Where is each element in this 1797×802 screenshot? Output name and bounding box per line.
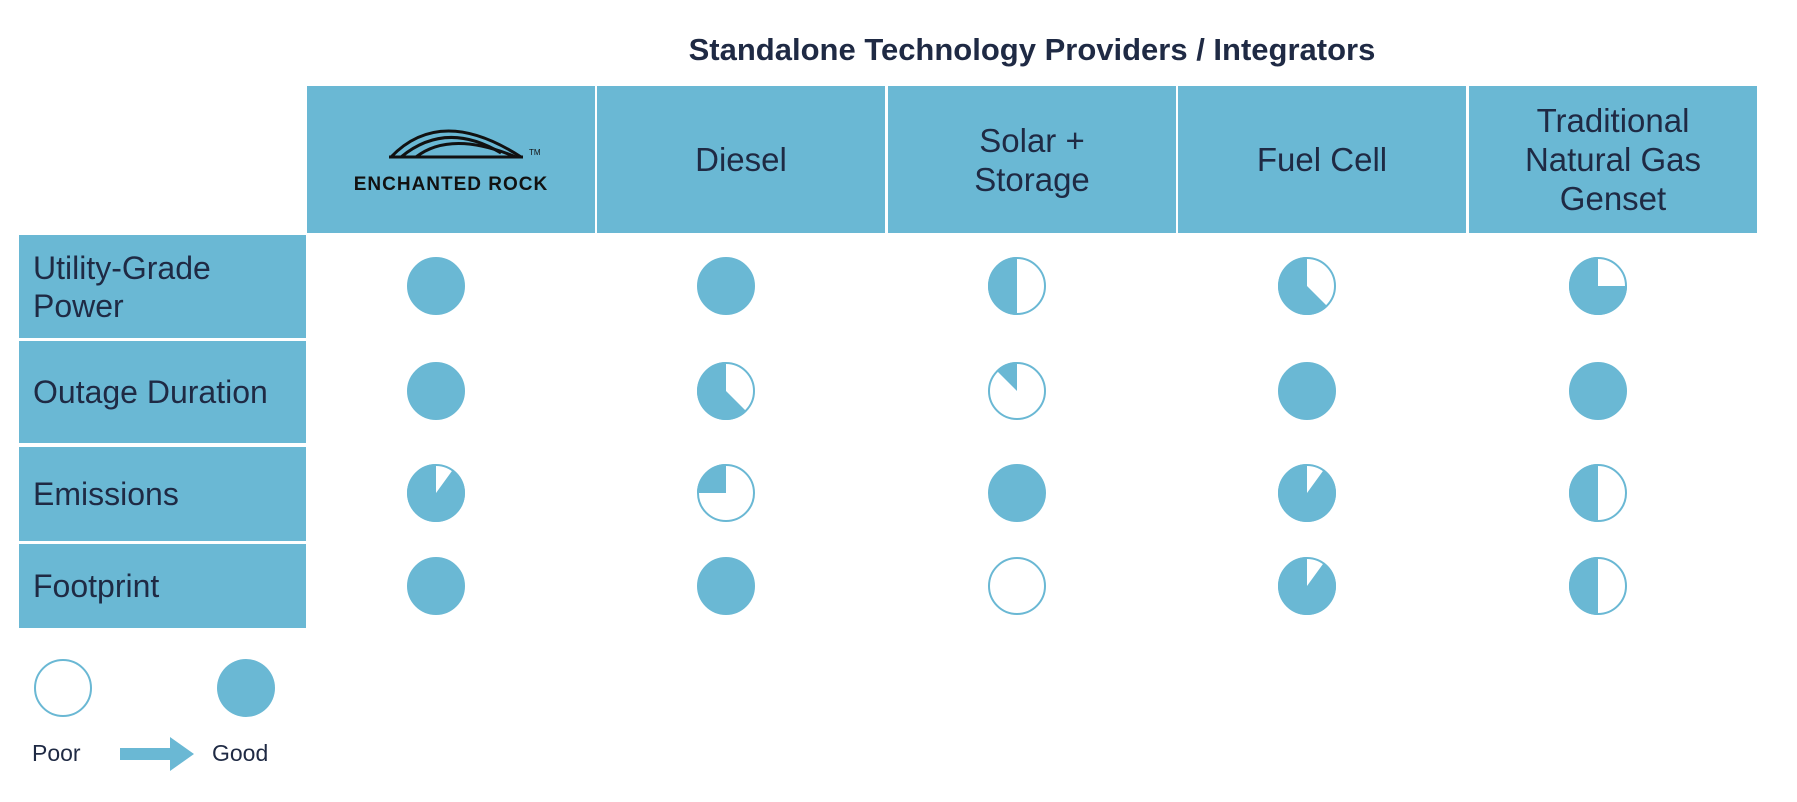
harvey-ball-fill: [1278, 464, 1336, 522]
harvey-ball-fill: [697, 362, 747, 420]
harvey-ball-icon: [1569, 557, 1627, 615]
harvey-ball-icon: [1278, 362, 1336, 420]
harvey-ball-fill: [1278, 557, 1336, 615]
harvey-ball-icon: [988, 557, 1046, 615]
column-header-enchanted-rock: TM ENCHANTED ROCK: [307, 86, 595, 233]
harvey-ball-icon: [697, 557, 755, 615]
column-header-diesel: Diesel: [597, 86, 885, 233]
legend-good-label: Good: [212, 740, 269, 766]
harvey-ball-fill: [407, 464, 465, 522]
svg-text:TM: TM: [529, 148, 541, 157]
enchanted-rock-logo: TM ENCHANTED ROCK: [351, 115, 551, 204]
harvey-ball-fill: [1569, 257, 1627, 315]
column-header-solar-storage: Solar + Storage: [888, 86, 1176, 233]
harvey-ball-icon: [1278, 257, 1336, 315]
legend-good-full-circle-icon: [217, 659, 275, 717]
harvey-ball-icon: [407, 257, 465, 315]
harvey-ball-icon: [407, 362, 465, 420]
harvey-ball-icon: [697, 464, 755, 522]
table-title: Standalone Technology Providers / Integr…: [688, 32, 1376, 67]
row-label-outage-duration: Outage Duration: [19, 341, 306, 443]
harvey-ball-icon: [1569, 464, 1627, 522]
harvey-ball-icon: [1569, 362, 1627, 420]
harvey-ball-icon: [407, 557, 465, 615]
harvey-ball-icon: [1278, 464, 1336, 522]
column-header-fuel-cell: Fuel Cell: [1178, 86, 1466, 233]
harvey-ball-icon: [988, 464, 1046, 522]
harvey-ball-fill: [1278, 257, 1328, 315]
harvey-ball-fill: [1569, 464, 1598, 522]
column-header-natural-gas-genset: Traditional Natural Gas Genset: [1469, 86, 1757, 233]
row-label-emissions: Emissions: [19, 447, 306, 541]
harvey-ball-fill: [988, 257, 1017, 315]
harvey-ball-icon: [407, 464, 465, 522]
rock-arch-icon: TM: [389, 129, 541, 159]
row-label-utility-grade-power: Utility-Grade Power: [19, 235, 306, 338]
row-label-footprint: Footprint: [19, 544, 306, 628]
harvey-ball-icon: [697, 362, 755, 420]
legend-poor-label: Poor: [32, 740, 81, 766]
logo-wordmark: ENCHANTED ROCK: [353, 174, 549, 195]
harvey-ball-icon: [1569, 257, 1627, 315]
harvey-ball-fill: [996, 362, 1017, 391]
harvey-ball-icon: [988, 257, 1046, 315]
harvey-ball-icon: [1278, 557, 1336, 615]
arrow-right-icon: [120, 737, 194, 771]
harvey-ball-fill: [697, 464, 726, 493]
legend-poor-empty-circle-icon: [34, 659, 92, 717]
harvey-ball-icon: [988, 362, 1046, 420]
harvey-ball-fill: [1569, 557, 1598, 615]
harvey-ball-icon: [697, 257, 755, 315]
